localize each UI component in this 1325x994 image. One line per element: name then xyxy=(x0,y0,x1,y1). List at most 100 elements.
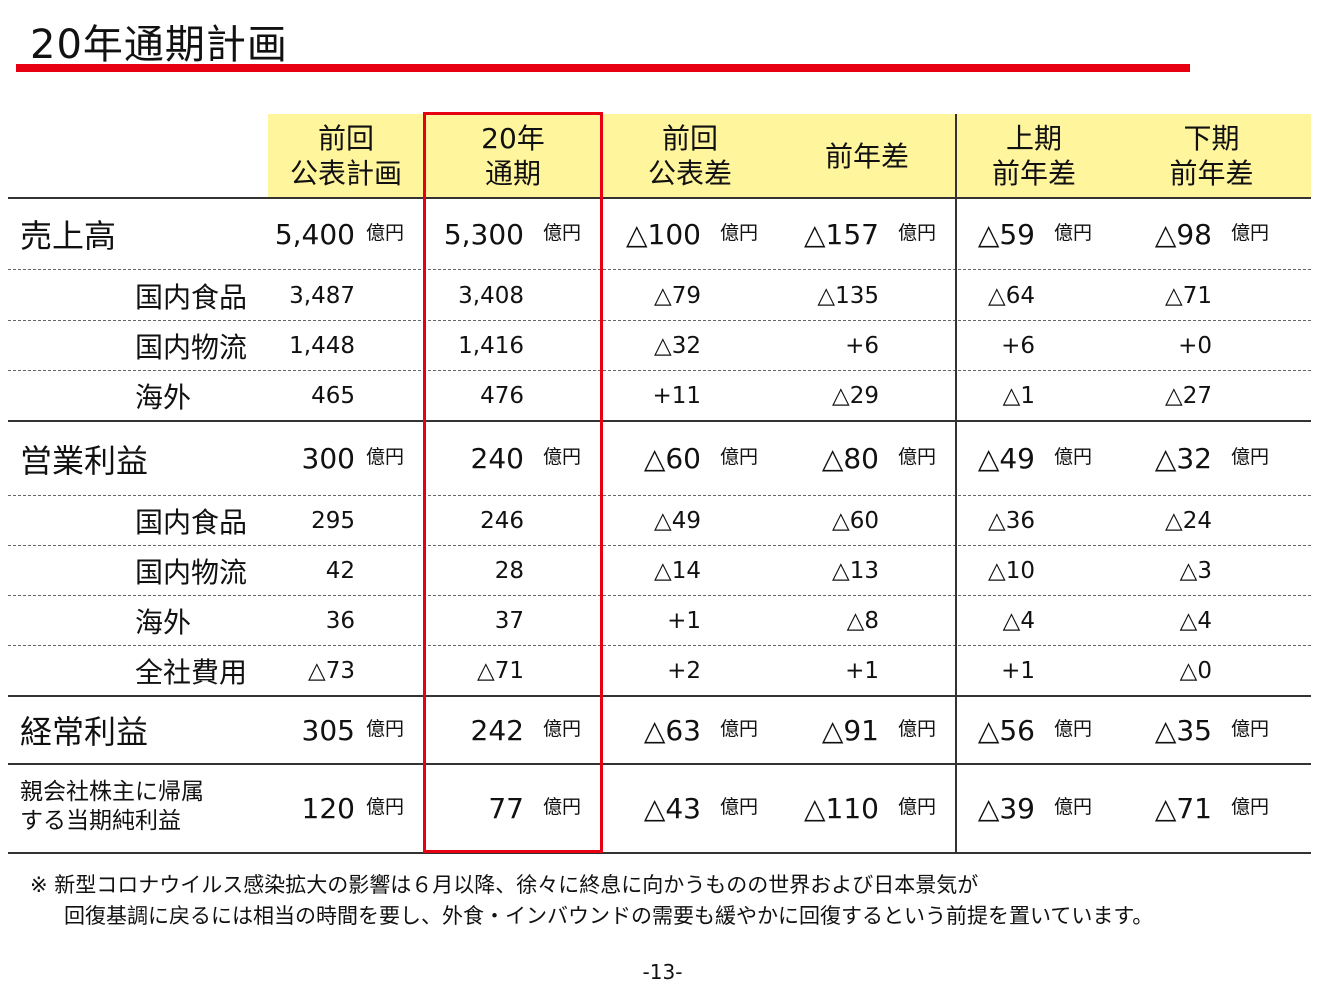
value-yoy: △29 xyxy=(832,383,879,409)
value-h2-yoy: △35 xyxy=(1154,713,1212,747)
row-label: 親会社株主に帰属 する当期純利益 xyxy=(20,764,204,853)
value-prev-diff: +2 xyxy=(667,658,701,684)
value-h1-yoy: △10 xyxy=(988,558,1035,584)
unit-label: 億円 xyxy=(1054,717,1093,740)
unit-label: 億円 xyxy=(543,717,582,740)
value-prev-diff: △100 xyxy=(626,217,701,251)
row-label-line-2: する当期純利益 xyxy=(20,808,181,834)
row-divider-dashed xyxy=(8,495,1311,496)
unit-label: 億円 xyxy=(366,796,405,818)
header-line-2: 前年差 xyxy=(991,157,1076,190)
header-line-2: 通期 xyxy=(484,157,541,190)
unit-label: 億円 xyxy=(898,717,937,740)
value-h1-yoy: +1 xyxy=(1001,658,1035,684)
header-line-1: 前回 xyxy=(661,122,718,155)
header-h1-yoy: 上期 前年差 xyxy=(956,114,1112,198)
value-full-year: 242 xyxy=(470,713,524,747)
value-yoy: △8 xyxy=(846,608,879,634)
value-prev-diff: △14 xyxy=(654,558,701,584)
unit-label: 億円 xyxy=(1054,796,1093,818)
value-h1-yoy: △39 xyxy=(977,792,1035,825)
row-divider-dashed xyxy=(8,595,1311,596)
value-prev-plan: 1,448 xyxy=(289,333,355,359)
value-yoy: △110 xyxy=(804,792,879,825)
value-h2-yoy: △71 xyxy=(1165,282,1212,309)
value-h1-yoy: △56 xyxy=(977,713,1035,747)
header-line-1: 前回 xyxy=(317,122,374,155)
value-full-year: 246 xyxy=(480,508,524,534)
row-label: 国内食品 xyxy=(135,506,248,539)
row-divider-solid xyxy=(8,420,1311,422)
value-prev-diff: △49 xyxy=(654,508,701,534)
header-line-2: 公表計画 xyxy=(289,157,402,190)
row-label-line-1: 親会社株主に帰属 xyxy=(20,779,204,805)
unit-label: 億円 xyxy=(543,796,582,818)
unit-label: 億円 xyxy=(1054,221,1093,244)
unit-label: 億円 xyxy=(720,221,759,244)
row-divider-solid xyxy=(8,695,1311,697)
value-h2-yoy: △24 xyxy=(1165,508,1212,534)
value-prev-plan: 295 xyxy=(311,508,355,534)
value-yoy: △91 xyxy=(821,713,879,747)
unit-label: 億円 xyxy=(898,446,937,468)
value-prev-plan: 3,487 xyxy=(289,282,355,309)
value-h2-yoy: △71 xyxy=(1154,792,1212,825)
unit-label: 億円 xyxy=(366,446,405,468)
value-full-year: 1,416 xyxy=(458,333,524,359)
row-label: 海外 xyxy=(135,381,192,414)
value-full-year: 37 xyxy=(494,608,524,634)
row-divider-dashed xyxy=(8,370,1311,371)
header-prev-plan: 前回 公表計画 xyxy=(268,114,424,198)
value-prev-plan: △73 xyxy=(308,658,355,684)
unit-label: 億円 xyxy=(720,796,759,818)
header-line-2: 公表差 xyxy=(647,157,732,190)
header-h2-yoy: 下期 前年差 xyxy=(1112,114,1311,198)
value-h1-yoy: △36 xyxy=(988,508,1035,534)
unit-label: 億円 xyxy=(366,221,405,244)
unit-label: 億円 xyxy=(1231,717,1270,740)
footnote-line-2: 回復基調に戻るには相当の時間を要し、外食・インバウンドの需要も緩やかに回復すると… xyxy=(64,904,1154,928)
value-yoy: △13 xyxy=(832,558,879,584)
value-prev-diff: △63 xyxy=(643,713,701,747)
value-prev-diff: +1 xyxy=(667,608,701,634)
value-full-year: 3,408 xyxy=(458,282,524,309)
row-label: 売上高 xyxy=(20,217,117,255)
header-yoy: 前年差 xyxy=(778,114,956,198)
unit-label: 億円 xyxy=(1231,796,1270,818)
row-label: 経常利益 xyxy=(20,713,149,751)
value-h2-yoy: +0 xyxy=(1178,333,1212,359)
value-h2-yoy: △3 xyxy=(1179,558,1212,584)
value-full-year: △71 xyxy=(477,658,524,684)
row-divider-dashed xyxy=(8,320,1311,321)
title-underline xyxy=(16,64,1190,72)
row-divider-solid xyxy=(8,197,1311,199)
page-number: -13- xyxy=(642,960,683,984)
unit-label: 億円 xyxy=(1054,446,1093,468)
header-band-left xyxy=(268,114,955,198)
value-yoy: △157 xyxy=(804,217,879,251)
value-prev-diff: △32 xyxy=(654,333,701,359)
unit-label: 億円 xyxy=(543,446,582,468)
unit-label: 億円 xyxy=(720,717,759,740)
row-divider-dashed xyxy=(8,545,1311,546)
half-year-divider xyxy=(955,114,957,853)
value-h1-yoy: △4 xyxy=(1002,608,1035,634)
value-prev-diff: △79 xyxy=(654,282,701,309)
row-label: 国内食品 xyxy=(135,280,248,314)
header-line-1: 前年差 xyxy=(824,139,909,173)
unit-label: 億円 xyxy=(1231,221,1270,244)
header-line-1: 20年 xyxy=(481,122,545,155)
row-label: 営業利益 xyxy=(20,441,149,480)
unit-label: 億円 xyxy=(720,446,759,468)
value-yoy: △135 xyxy=(817,282,879,309)
value-yoy: +1 xyxy=(845,658,879,684)
value-full-year: 476 xyxy=(480,383,524,409)
value-h1-yoy: +6 xyxy=(1001,333,1035,359)
value-prev-diff: +11 xyxy=(652,383,701,409)
value-prev-plan: 36 xyxy=(325,608,355,634)
value-h2-yoy: △27 xyxy=(1165,383,1212,409)
value-full-year: 28 xyxy=(494,558,524,584)
value-full-year: 240 xyxy=(470,442,524,475)
row-divider-solid xyxy=(8,852,1311,854)
header-line-1: 下期 xyxy=(1183,122,1240,155)
